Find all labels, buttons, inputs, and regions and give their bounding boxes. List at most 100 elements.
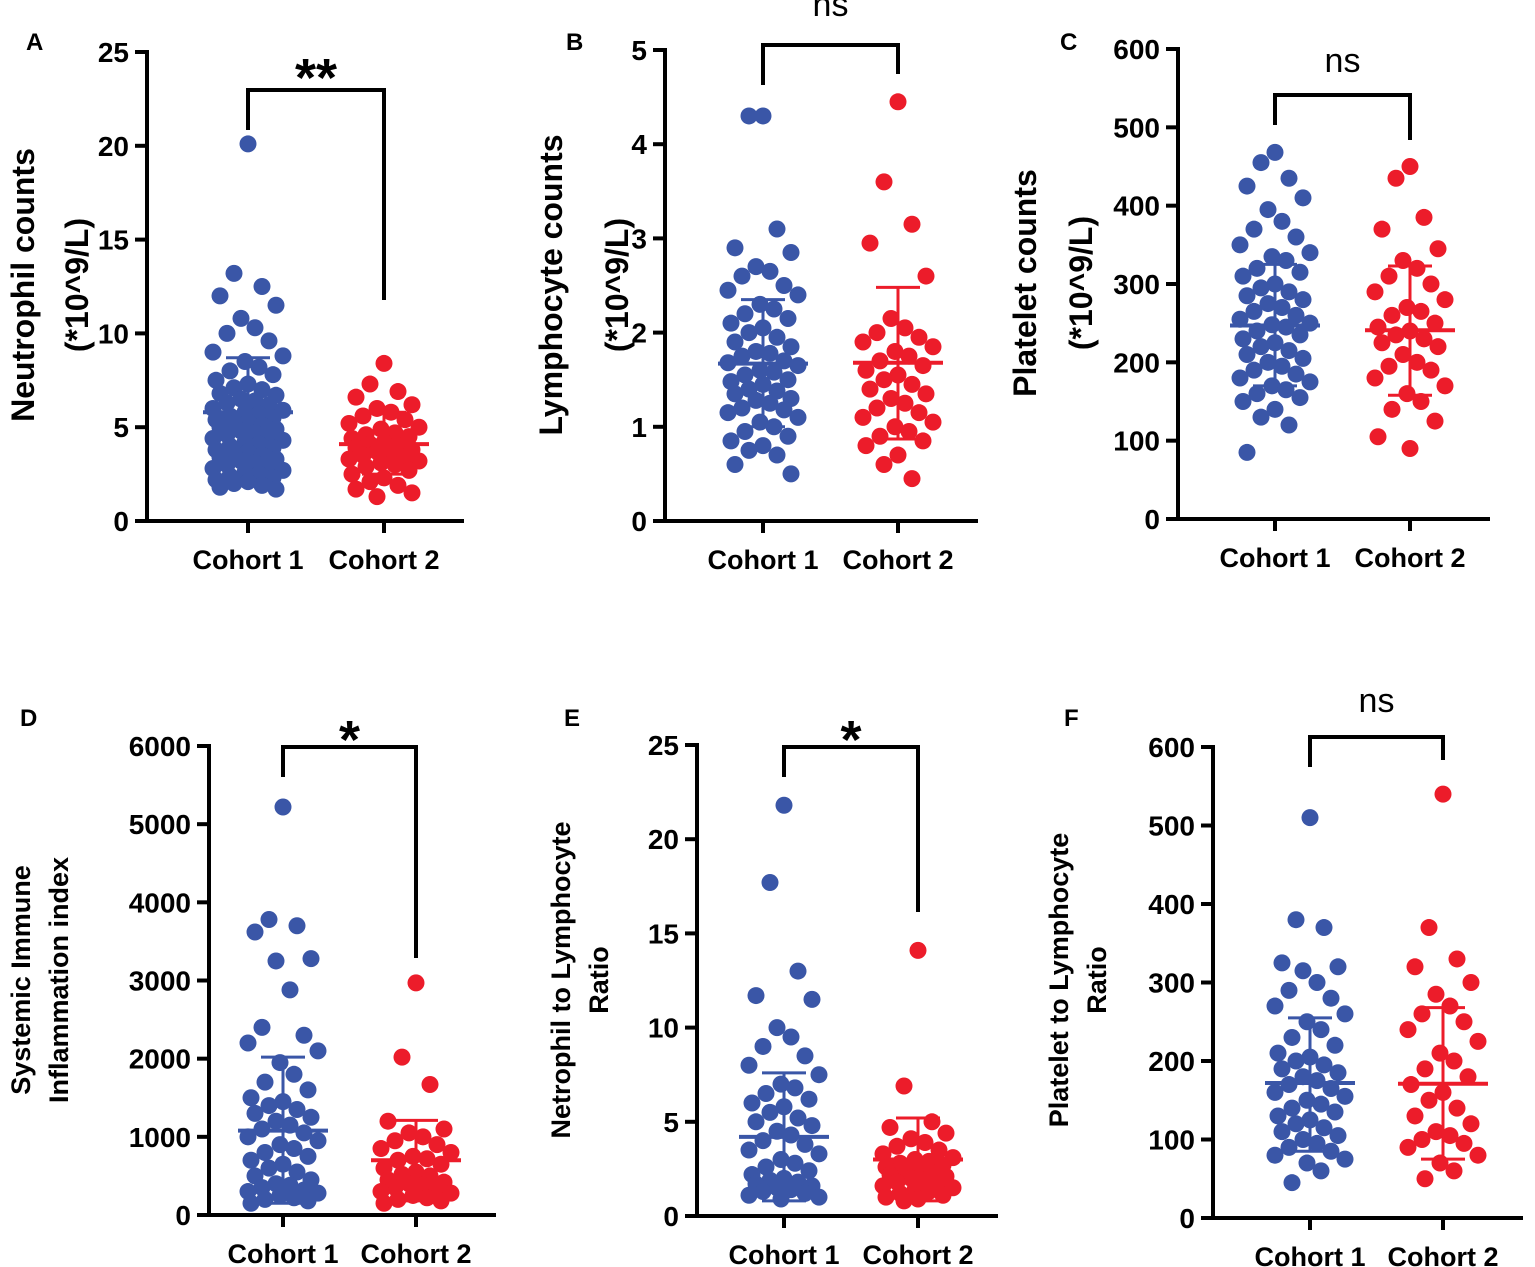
data-point (1294, 349, 1312, 367)
data-point (896, 319, 914, 337)
data-point (232, 390, 250, 408)
data-point (1287, 228, 1305, 246)
data-point (1252, 338, 1270, 356)
significance-label: ns (1325, 42, 1361, 80)
x-category-label: Cohort 2 (843, 545, 954, 575)
data-point (882, 309, 900, 327)
data-point (786, 1154, 804, 1172)
data-point (726, 385, 744, 403)
data-point (754, 1037, 772, 1055)
data-point (1315, 1119, 1333, 1137)
data-point (396, 411, 414, 429)
y-axis-label: (*10^9/L) (1063, 216, 1099, 350)
data-point (274, 347, 292, 365)
data-point (1426, 314, 1444, 332)
panel-letter: A (26, 29, 43, 56)
data-point (1462, 1115, 1480, 1133)
y-tick-label: 600 (1148, 732, 1195, 763)
data-point (800, 1090, 818, 1108)
data-point (1445, 1162, 1463, 1180)
data-point (1415, 330, 1433, 348)
data-point (1336, 1087, 1354, 1105)
data-point (1269, 1107, 1287, 1125)
data-point (736, 366, 754, 384)
data-point (1301, 244, 1319, 262)
y-tick-label: 1000 (129, 1122, 191, 1153)
data-point (1422, 361, 1440, 379)
significance-bracket (1308, 735, 1445, 767)
data-point (1326, 1103, 1344, 1121)
data-point (1248, 385, 1266, 403)
data-point (1366, 369, 1384, 387)
data-point (389, 383, 407, 401)
y-tick-label: 20 (648, 824, 679, 855)
data-point (789, 408, 807, 426)
significance-label: * (339, 710, 360, 770)
data-point (1399, 1021, 1417, 1039)
y-tick-label: 0 (1144, 504, 1160, 535)
y-tick-label: 5 (631, 35, 647, 66)
data-point (916, 1134, 934, 1152)
data-point (765, 300, 783, 318)
data-point (910, 328, 928, 346)
data-point (1245, 220, 1263, 238)
y-tick-label: 20 (98, 131, 129, 162)
data-point (1336, 1150, 1354, 1168)
data-point (1373, 334, 1391, 352)
data-point (1266, 997, 1284, 1015)
data-point (914, 357, 932, 375)
y-axis-label: Platelet to Lymphocyte (1044, 833, 1074, 1128)
y-tick-label: 400 (1113, 191, 1160, 222)
y-tick-label: 2 (631, 318, 647, 349)
data-point (1294, 962, 1312, 980)
data-point (895, 1077, 913, 1095)
data-point (309, 1042, 327, 1060)
data-point (1373, 220, 1391, 238)
data-point (754, 437, 772, 455)
data-point (299, 1192, 317, 1210)
significance-label: * (840, 710, 861, 770)
data-point (937, 1124, 955, 1142)
panel-letter: F (1064, 705, 1079, 732)
data-point (1408, 353, 1426, 371)
data-point (803, 990, 821, 1008)
data-point (747, 1113, 765, 1131)
data-point (267, 296, 285, 314)
data-point (295, 1026, 313, 1044)
data-point (1266, 143, 1284, 161)
data-point (722, 432, 740, 450)
data-point (775, 401, 793, 419)
y-tick-label: 25 (648, 730, 679, 761)
data-point (1238, 443, 1256, 461)
data-point (1263, 248, 1281, 266)
data-point (903, 215, 921, 233)
data-point (1308, 1134, 1326, 1152)
data-point (1394, 346, 1412, 363)
data-point (1259, 201, 1277, 219)
data-point (1273, 357, 1291, 375)
data-point (719, 404, 737, 422)
data-point (302, 950, 320, 968)
data-point (1329, 958, 1347, 976)
data-point (1380, 357, 1398, 375)
data-point (1459, 1068, 1477, 1086)
y-tick-label: 300 (1148, 968, 1195, 999)
data-point (242, 1194, 260, 1212)
y-tick-label: 500 (1113, 112, 1160, 143)
data-point (740, 441, 758, 459)
data-point (1273, 1123, 1291, 1141)
x-category-label: Cohort 1 (1255, 1242, 1366, 1267)
y-tick-label: 500 (1148, 811, 1195, 842)
significance-bracket (246, 88, 386, 300)
data-point (888, 1137, 906, 1155)
data-point (747, 342, 765, 360)
data-point (740, 324, 758, 342)
data-point (1259, 295, 1277, 313)
data-point (875, 455, 893, 473)
data-point (267, 480, 285, 498)
y-tick-label: 3000 (129, 966, 191, 997)
data-point (357, 458, 375, 476)
data-point (861, 380, 879, 398)
data-point (340, 450, 358, 468)
data-point (779, 309, 797, 327)
